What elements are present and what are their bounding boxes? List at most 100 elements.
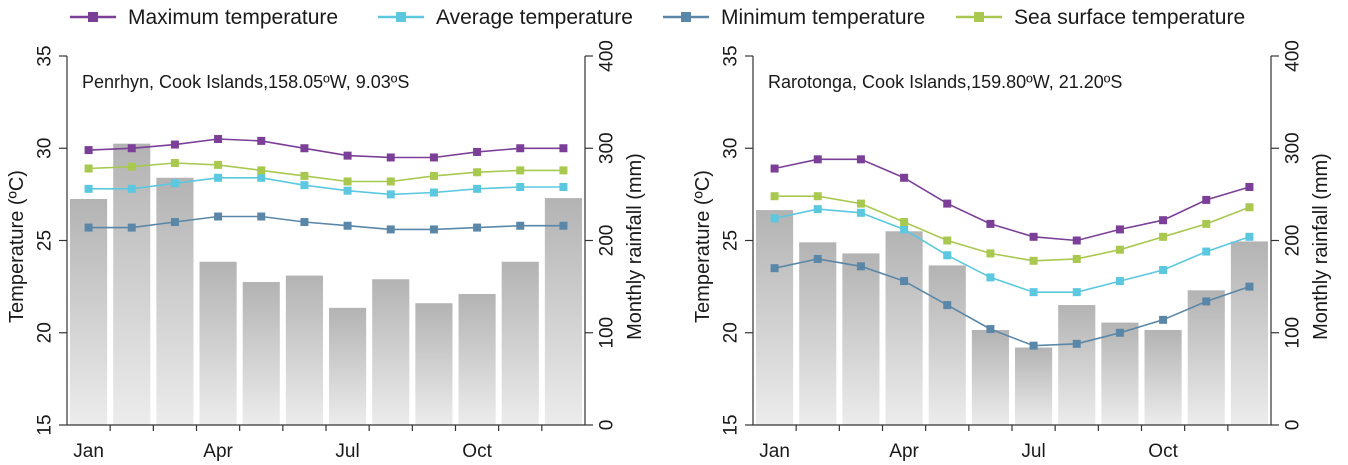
rainfall-bar [501,261,539,425]
series-point [343,221,352,230]
legend-marker [396,12,406,22]
legend-label: Sea surface temperature [1014,6,1245,29]
series-point [343,151,352,160]
y2-tick-label: 300 [1283,132,1304,164]
series-point [1245,282,1254,291]
x-tick-label: Jan [759,441,790,462]
rainfall-bar [1144,329,1182,425]
rainfall-bar [1187,290,1225,425]
series-point [856,262,865,271]
series-line [774,208,1250,294]
series-point [559,144,568,153]
y2-axis-title: Monthly rainfall (mm) [624,153,646,340]
series-point [343,177,352,186]
legend-label: Maximum temperature [128,6,338,29]
series-point [300,171,309,180]
series-point [1029,232,1038,241]
series-line [774,195,1250,262]
series-point [1072,288,1081,297]
series-point [473,184,482,193]
series-point [127,144,136,153]
y2-tick-label: 100 [597,317,618,349]
series-point [559,182,568,191]
x-tick-label: Jan [73,441,104,462]
rainfall-bar [971,329,1009,425]
series-point [214,160,223,169]
rainfall-bar [799,242,837,425]
series-point [986,219,995,228]
series-point [257,136,266,145]
series-point [900,218,909,227]
rainfall-bar [242,282,280,425]
series-point [813,155,822,164]
series-point [429,171,438,180]
y-axis-title: Temperature (ºC) [6,170,28,323]
chart-panel: 15 20 25 30 35 0 100 200 300 400 Jan Apr Jul Oct Tempe… [692,40,1332,462]
series-point [473,168,482,177]
x-tick-label: Oct [1148,441,1178,462]
legend: Maximum temperature Average temperature Mi… [70,6,1245,29]
rainfall-bar [1058,305,1096,425]
rainfall-bar [756,210,794,425]
series-point [900,277,909,286]
series-sea-surface-temperature [84,159,568,186]
series-point [257,166,266,175]
series-point [1202,297,1211,306]
series-point [127,223,136,232]
y-axis-title: Temperature (ºC) [692,170,714,323]
legend-marker [681,12,691,22]
rainfall-bar [156,177,194,425]
rainfall-bar [70,198,108,425]
x-tick-label: Oct [462,441,492,462]
series-point [1072,236,1081,245]
rainfall-bars [756,210,1268,425]
legend-item: Average temperature [378,6,633,29]
series-point [429,153,438,162]
series-point [429,188,438,197]
y-tick-label: 30 [35,138,56,159]
series-point [856,199,865,208]
y2-tick-label: 0 [597,420,618,431]
legend-label: Minimum temperature [721,6,925,29]
y2-tick-label: 300 [597,132,618,164]
series-point [559,221,568,230]
series-point [856,208,865,217]
series-point [1029,341,1038,350]
y2-tick-label: 200 [1283,225,1304,257]
series-minimum-temperature [770,254,1254,350]
legend-item: Minimum temperature [663,6,925,29]
series-point [559,166,568,175]
series-line [88,138,564,159]
series-point [127,184,136,193]
series-point [1159,216,1168,225]
series-point [386,153,395,162]
rainfall-bar [1230,241,1268,425]
series-point [900,173,909,182]
series-line [88,215,564,231]
series-point [257,173,266,182]
series-point [856,155,865,164]
series-point [770,214,779,223]
x-tick-label: Jul [1021,441,1045,462]
x-tick-label: Apr [889,441,919,462]
series-point [343,186,352,195]
y-tick-label: 20 [35,322,56,343]
series-line [88,177,564,196]
series-point [516,144,525,153]
y-tick-label: 15 [35,414,56,435]
rainfall-bar [458,294,496,425]
rainfall-bar [199,261,237,425]
rainfall-bar [329,307,367,425]
series-point [1202,195,1211,204]
rainfall-bar [285,275,323,425]
series-point [1029,256,1038,265]
y-tick-label: 20 [721,322,742,343]
y-tick-label: 15 [721,414,742,435]
legend-item: Maximum temperature [70,6,338,29]
series-point [1072,339,1081,348]
series-point [813,192,822,201]
series-point [1159,266,1168,275]
series-point [386,177,395,186]
series-point [300,181,309,190]
